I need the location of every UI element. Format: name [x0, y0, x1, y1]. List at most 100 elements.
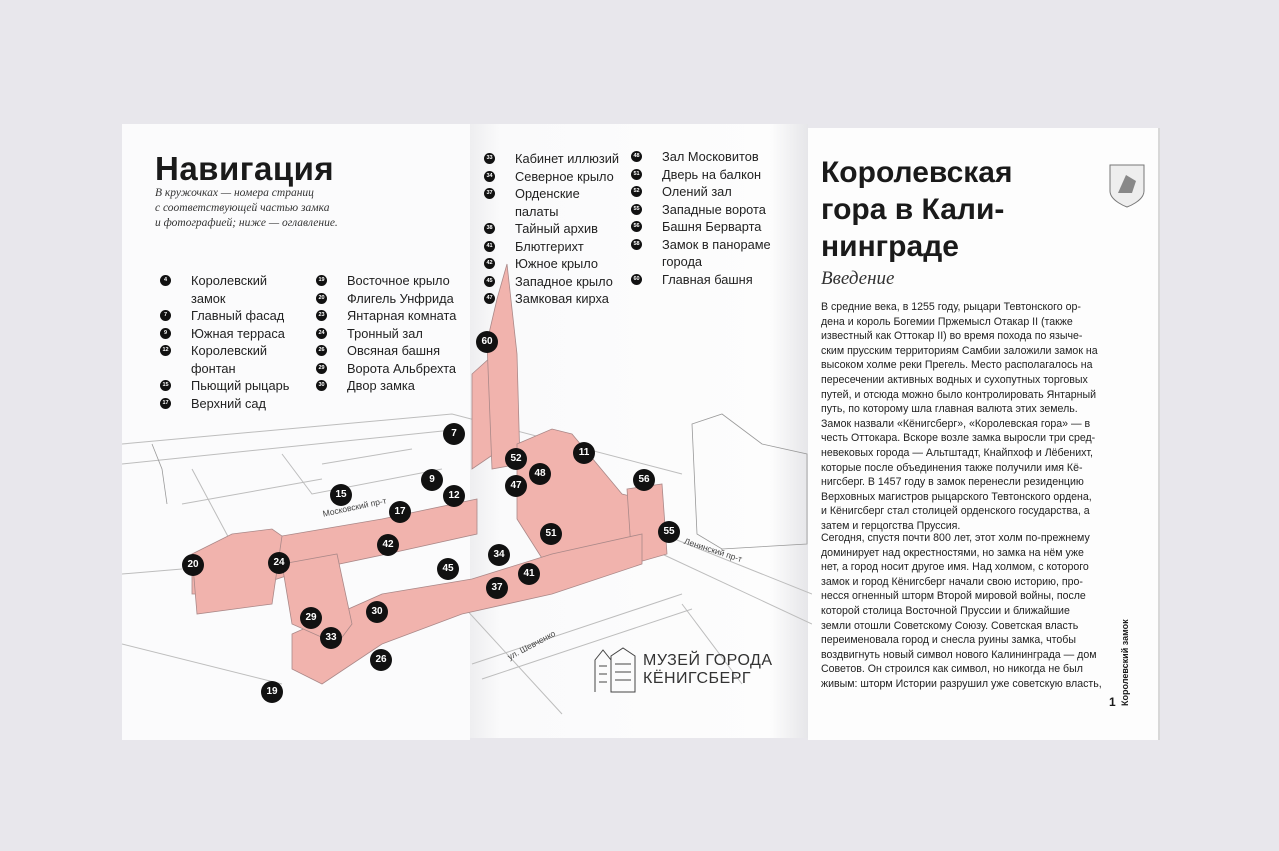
- text-line: путь, по которому шла главная валюта эти…: [821, 403, 1078, 416]
- map-marker[interactable]: 15: [330, 484, 352, 506]
- page-number-badge: 9: [160, 327, 171, 339]
- text-line: невековых города — Альтштадт, Кнайпхоф и…: [821, 446, 1093, 459]
- toc-item[interactable]: 20 Флигель Унфрида: [316, 290, 466, 308]
- map-marker[interactable]: 55: [658, 521, 680, 543]
- toc-item[interactable]: 26 Овсяная башня: [316, 342, 466, 360]
- toc-item[interactable]: 47 Замковая кирха: [484, 290, 634, 308]
- map-marker[interactable]: 56: [633, 469, 655, 491]
- map-marker[interactable]: 41: [518, 563, 540, 585]
- map-marker[interactable]: 34: [488, 544, 510, 566]
- museum-logo: МУЗЕЙ ГОРОДА КЁНИГСБЕРГ: [593, 646, 773, 694]
- page-number-badge: 51: [631, 168, 642, 180]
- page-number-badge: 34: [484, 170, 495, 182]
- subtitle: В кружочках — номера страниц с соответств…: [155, 186, 338, 231]
- text-line: Советов. Он строился как символ, но нико…: [821, 663, 1083, 676]
- text-line: которой столица Восточной Пруссии и ближ…: [821, 604, 1070, 617]
- map-marker[interactable]: 29: [300, 607, 322, 629]
- page-number-badge: 20: [316, 292, 327, 304]
- map-marker[interactable]: 26: [370, 649, 392, 671]
- text-line: Сегодня, спустя почти 800 лет, этот холм…: [821, 532, 1090, 544]
- coat-of-arms-icon: [1109, 164, 1145, 208]
- toc-item-label: Южная терраса: [191, 325, 285, 341]
- text-line: Замок назвали «Кёнигсберг», «Королевская…: [821, 417, 1091, 430]
- castle-map: [122, 263, 812, 715]
- page-number-badge: 7: [160, 310, 171, 321]
- page-number-badge: 23: [316, 310, 327, 321]
- map-marker[interactable]: 17: [389, 501, 411, 523]
- running-head: Королевский замок: [1120, 619, 1130, 706]
- toc-item[interactable]: 48 Зал Московитов: [631, 148, 791, 166]
- page-number-badge: 45: [484, 275, 495, 287]
- toc-item[interactable]: 56 Башня Берварта: [631, 218, 791, 236]
- toc-item[interactable]: 33 Кабинет иллюзий: [484, 150, 634, 168]
- toc-item[interactable]: 12 Королевский фонтан: [160, 342, 310, 377]
- toc-item[interactable]: 19 Восточное крыло: [316, 272, 466, 290]
- toc-item[interactable]: 51 Дверь на балкон: [631, 166, 791, 184]
- toc-item-label: Главный фасад: [191, 308, 285, 323]
- toc-item[interactable]: 9 Южная терраса: [160, 325, 310, 343]
- map-marker[interactable]: 7: [443, 423, 465, 445]
- map-marker[interactable]: 52: [505, 448, 527, 470]
- title-line: Королевская: [821, 156, 1013, 189]
- toc-item[interactable]: 60 Главная башня: [631, 271, 791, 289]
- text-line: нет, а город носит другое имя. Над холмо…: [821, 561, 1089, 574]
- page-number-badge: 60: [631, 273, 642, 285]
- toc-item[interactable]: 29 Ворота Альбрехта: [316, 360, 466, 378]
- toc-item[interactable]: 42 Южное крыло: [484, 255, 634, 273]
- toc-item[interactable]: 45 Западное крыло: [484, 273, 634, 291]
- map-marker[interactable]: 11: [573, 442, 595, 464]
- toc-item[interactable]: 34 Северное крыло: [484, 168, 634, 186]
- text-line: земли отошли Советскому Союзу. Советская…: [821, 619, 1079, 632]
- toc-item[interactable]: 38 Тайный архив: [484, 220, 634, 238]
- text-line: несся огненный шторм Второй мировой войн…: [821, 590, 1086, 603]
- map-marker[interactable]: 9: [421, 469, 443, 491]
- toc-item[interactable]: 30 Двор замка: [316, 377, 466, 395]
- right-page: [808, 128, 1158, 740]
- toc-item-label: Тайный архив: [515, 221, 598, 236]
- toc-item[interactable]: 58 Замок в панораме города: [631, 236, 791, 271]
- toc-item[interactable]: 41 Блютгерихт: [484, 238, 634, 256]
- toc-item-label: Блютгерихт: [515, 238, 584, 254]
- toc-item[interactable]: 23 Янтарная комната: [316, 307, 466, 325]
- page-number-badge: 12: [160, 345, 171, 356]
- page-number-badge: 52: [631, 186, 642, 197]
- toc-item-label: Башня Берварта: [662, 219, 762, 234]
- map-marker[interactable]: 60: [476, 331, 498, 353]
- map-marker[interactable]: 47: [505, 475, 527, 497]
- map-marker[interactable]: 24: [268, 552, 290, 574]
- map-marker[interactable]: 48: [529, 463, 551, 485]
- page-number-badge: 37: [484, 188, 495, 199]
- map-marker[interactable]: 20: [182, 554, 204, 576]
- text-line: известный как Оттокар II) во время поход…: [821, 330, 1083, 343]
- toc-item[interactable]: 55 Западные ворота: [631, 201, 791, 219]
- toc-item[interactable]: 24 Тронный зал: [316, 325, 466, 343]
- logo-line-2: КЁНИГСБЕРГ: [643, 670, 752, 687]
- map-marker[interactable]: 30: [366, 601, 388, 623]
- text-line: пересечении активных водных и сухопутных…: [821, 373, 1088, 386]
- toc-item[interactable]: 17 Верхний сад: [160, 395, 310, 413]
- page-number-badge: 58: [631, 238, 642, 250]
- toc-item[interactable]: 4 Королевский замок: [160, 272, 310, 307]
- toc-item-label: Янтарная комната: [347, 308, 457, 323]
- map-marker[interactable]: 12: [443, 485, 465, 507]
- map-marker[interactable]: 37: [486, 577, 508, 599]
- toc-item[interactable]: 15 Пьющий рыцарь: [160, 377, 310, 395]
- map-marker[interactable]: 51: [540, 523, 562, 545]
- toc-item[interactable]: 7 Главный фасад: [160, 307, 310, 325]
- map-marker[interactable]: 45: [437, 558, 459, 580]
- toc-item[interactable]: 37 Орденские палаты: [484, 185, 634, 220]
- map-marker[interactable]: 19: [261, 681, 283, 703]
- page-number-badge: 15: [160, 380, 171, 391]
- logo-line-1: МУЗЕЙ ГОРОДА: [643, 652, 773, 669]
- page-number-badge: 56: [631, 221, 642, 232]
- article-title: Королевская гора в Кали-нинграде: [821, 154, 1012, 265]
- toc-item-label: Дверь на балкон: [662, 166, 762, 182]
- page-number-badge: 26: [316, 345, 327, 356]
- map-marker[interactable]: 33: [320, 627, 342, 649]
- toc-item[interactable]: 52 Олений зал: [631, 183, 791, 201]
- page-number-badge: 33: [484, 153, 495, 164]
- toc-item-label: Западные ворота: [662, 201, 766, 217]
- toc-item-label: Ворота Альбрехта: [347, 360, 457, 376]
- toc-item-label: Королевский: [191, 273, 268, 288]
- map-marker[interactable]: 42: [377, 534, 399, 556]
